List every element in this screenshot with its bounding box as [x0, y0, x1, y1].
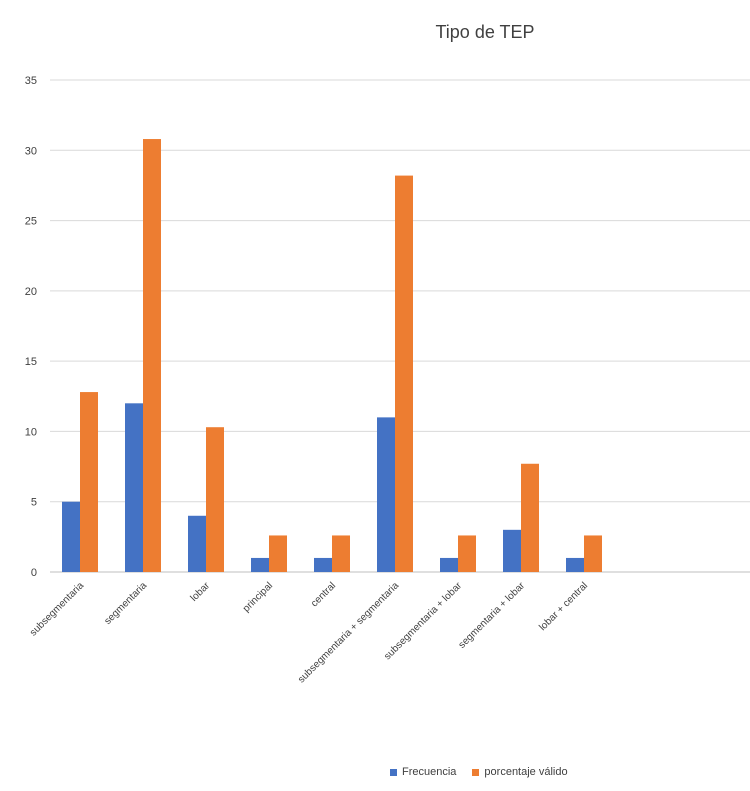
legend-swatch-porcentaje [472, 768, 480, 776]
bar-porcentaje-valido [332, 535, 350, 572]
x-tick-label: subsegmentaria [28, 580, 86, 638]
chart-title: Tipo de TEP [435, 22, 534, 42]
y-tick-label: 10 [25, 426, 37, 438]
y-tick-label: 15 [25, 356, 37, 368]
legend-swatch-frecuencia [390, 768, 397, 776]
legend-item-porcentaje: porcentaje válido [472, 766, 568, 778]
y-tick-label: 35 [25, 75, 37, 87]
y-tick-label: 0 [31, 567, 37, 579]
bar-porcentaje-valido [458, 535, 476, 572]
x-tick-label: lobar [189, 580, 213, 604]
x-tick-label: segmentaria [102, 580, 149, 627]
bar-frecuencia [440, 557, 458, 572]
legend-label-porcentaje: porcentaje válido [484, 766, 568, 778]
legend: Frecuencia porcentaje válido [390, 766, 568, 778]
legend-label-frecuencia: Frecuencia [402, 766, 457, 778]
bar-frecuencia [125, 403, 143, 572]
bar-frecuencia [62, 501, 80, 572]
bar-frecuencia [251, 557, 269, 572]
y-axis-ticks: 0 5 10 15 20 25 30 35 [25, 75, 37, 579]
y-tick-label: 20 [25, 286, 37, 298]
bar-porcentaje-valido [206, 427, 224, 572]
bar-porcentaje-valido [521, 463, 539, 572]
bar-porcentaje-valido [584, 535, 602, 572]
x-tick-label: central [309, 580, 338, 609]
y-tick-label: 30 [25, 145, 37, 157]
bar-porcentaje-valido [395, 175, 413, 573]
x-tick-label: principal [241, 580, 275, 614]
bar-frecuencia [188, 515, 206, 572]
y-tick-label: 5 [31, 497, 37, 509]
bar-porcentaje-valido [80, 392, 98, 572]
legend-item-frecuencia: Frecuencia [390, 766, 456, 778]
bar-frecuencia [566, 557, 584, 572]
bar-frecuencia [377, 417, 395, 572]
x-tick-label: lobar + central [537, 580, 590, 633]
y-tick-label: 25 [25, 216, 37, 228]
x-tick-label: segmentaria + lobar [457, 580, 528, 651]
x-axis-labels: subsegmentaria segmentaria lobar principal c… [28, 580, 590, 686]
bars [62, 139, 602, 573]
bar-porcentaje-valido [269, 535, 287, 572]
x-tick-label: subsegmentaria + segmentaria [296, 580, 401, 685]
bar-frecuencia [314, 557, 332, 572]
bar-porcentaje-valido [143, 139, 161, 573]
bar-frecuencia [503, 529, 521, 572]
